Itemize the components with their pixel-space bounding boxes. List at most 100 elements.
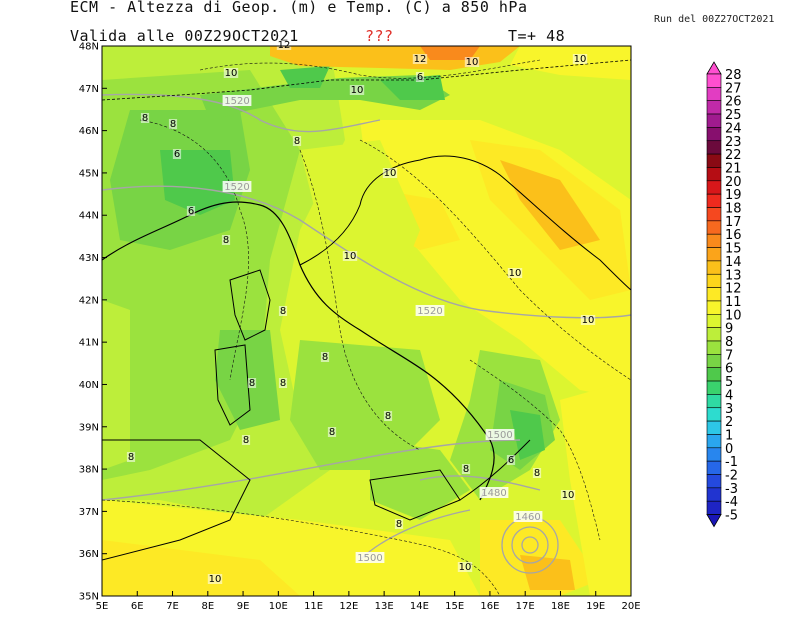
colorbar-swatch <box>706 327 722 342</box>
colorbar-swatch <box>706 87 722 101</box>
lon-tick-label: 17E <box>516 601 535 612</box>
geopotential-contours <box>102 93 631 574</box>
temperature-label: 8 <box>170 119 176 130</box>
colorbar-label: 12 <box>725 282 742 297</box>
colorbar-label: -4 <box>725 495 738 510</box>
temperature-label-bg <box>461 464 471 474</box>
temperature-label: 8 <box>243 435 249 446</box>
colorbar-label: -2 <box>725 469 738 484</box>
geopotential-label: 1460 <box>515 512 540 523</box>
colorbar-swatch <box>706 313 722 328</box>
colorbar-swatch <box>706 407 722 422</box>
geopotential-label: 1520 <box>224 96 249 107</box>
lon-tick-label: 13E <box>375 601 394 612</box>
colorbar-label: 27 <box>725 81 742 96</box>
colorbar-label: 15 <box>725 242 742 257</box>
colorbar-swatch <box>706 260 722 275</box>
geopotential-label-bg <box>485 429 515 440</box>
colorbar-label: 19 <box>725 188 742 203</box>
colorbar-swatch <box>706 73 722 88</box>
colorbar-swatch <box>706 474 722 489</box>
temperature-label: 10 <box>225 68 238 79</box>
colorbar-label: 0 <box>725 442 733 457</box>
lat-tick-label: 37N <box>79 507 99 518</box>
temperature-field <box>102 46 631 596</box>
geopotential-label-bg <box>355 552 385 563</box>
temperature-label: 8 <box>294 136 300 147</box>
lon-tick-label: 10E <box>269 601 288 612</box>
colorbar-swatch <box>706 500 722 515</box>
lat-tick-label: 44N <box>79 211 99 222</box>
temperature-label-bg <box>207 574 223 584</box>
geopotential-label: 1520 <box>224 182 249 193</box>
temperature-label: 10 <box>574 54 587 65</box>
colorbar-top-arrow <box>706 61 722 75</box>
lon-tick-label: 16E <box>480 601 499 612</box>
colorbar-swatch <box>706 180 722 195</box>
colorbar-swatch <box>706 354 722 369</box>
temperature-label-bg <box>221 235 231 245</box>
lon-tick-label: 19E <box>586 601 605 612</box>
colorbar-label: 5 <box>725 375 733 390</box>
colorbar-swatch <box>706 207 722 222</box>
colorbar-label: 24 <box>725 121 742 136</box>
colorbar-swatch <box>706 380 722 395</box>
temperature-label-bg <box>140 113 150 123</box>
colorbar-swatch <box>706 100 722 115</box>
temperature-label-bg <box>276 40 292 50</box>
temperature-label-bg <box>342 251 358 261</box>
latitude-axis: 48N 47N 46N 45N 44N 43N 42N 41N 40N 39N 38N 37N 36N 3… <box>79 42 107 603</box>
valid-time: Valida alle 00Z29OCT2021 <box>70 27 299 45</box>
colorbar-label: 28 <box>725 68 742 83</box>
colorbar-swatch <box>706 460 722 475</box>
geopotential-label-bg <box>222 181 252 192</box>
colorbar-swatch <box>706 153 722 168</box>
temperature-label: 8 <box>128 452 134 463</box>
colorbar-swatch <box>706 233 722 248</box>
colorbar-swatch <box>706 420 722 435</box>
lat-tick-label: 36N <box>79 549 99 560</box>
colorbar-swatch <box>706 193 722 208</box>
colorbar-swatch <box>706 340 722 355</box>
colorbar-label: 25 <box>725 108 742 123</box>
temperature-label: 6 <box>188 206 194 217</box>
temperature-label: 10 <box>344 251 357 262</box>
temperature-label-bg <box>168 119 178 129</box>
lat-tick-label: 46N <box>79 126 99 137</box>
colorbar-swatch <box>706 127 722 142</box>
colorbar-label: 23 <box>725 135 742 150</box>
lat-tick-label: 40N <box>79 380 99 391</box>
temperature-label: 6 <box>174 149 180 160</box>
colorbar-label: 7 <box>725 348 733 363</box>
temperature-label: 8 <box>463 464 469 475</box>
temperature-label: 10 <box>509 268 522 279</box>
temperature-label: 8 <box>223 235 229 246</box>
colorbar-label: 16 <box>725 228 742 243</box>
lon-tick-label: 9E <box>237 601 250 612</box>
temperature-label: 8 <box>142 113 148 124</box>
marker-text: ??? <box>365 27 394 45</box>
lon-tick-label: 7E <box>166 601 179 612</box>
temperature-label: 8 <box>280 306 286 317</box>
lat-tick-label: 42N <box>79 295 99 306</box>
colorbar-label: -1 <box>725 455 738 470</box>
temperature-label-bg <box>292 136 302 146</box>
map-frame <box>101 45 632 597</box>
colorbar-swatch <box>706 220 722 235</box>
temperature-label-bg <box>532 468 542 478</box>
temperature-label-bg <box>327 427 337 437</box>
temperature-label: 8 <box>329 427 335 438</box>
lat-tick-label: 38N <box>79 465 99 476</box>
colorbar-label: 14 <box>725 255 742 270</box>
colorbar-swatch <box>706 487 722 502</box>
temperature-label-bg <box>172 149 182 159</box>
temperature-label: 8 <box>385 411 391 422</box>
colorbar-swatch <box>706 394 722 409</box>
geopotential-label: 1500 <box>357 553 382 564</box>
temperature-label-bg <box>223 68 239 78</box>
longitude-axis: 5E 6E 7E 8E 9E 10E 11E 12E 13E 14E 15E 16E 17E 18E 19E… <box>96 591 641 612</box>
colorbar-label: 10 <box>725 308 742 323</box>
temperature-label: 8 <box>396 519 402 530</box>
colorbar-swatch <box>706 367 722 382</box>
colorbar-label: 4 <box>725 388 733 403</box>
